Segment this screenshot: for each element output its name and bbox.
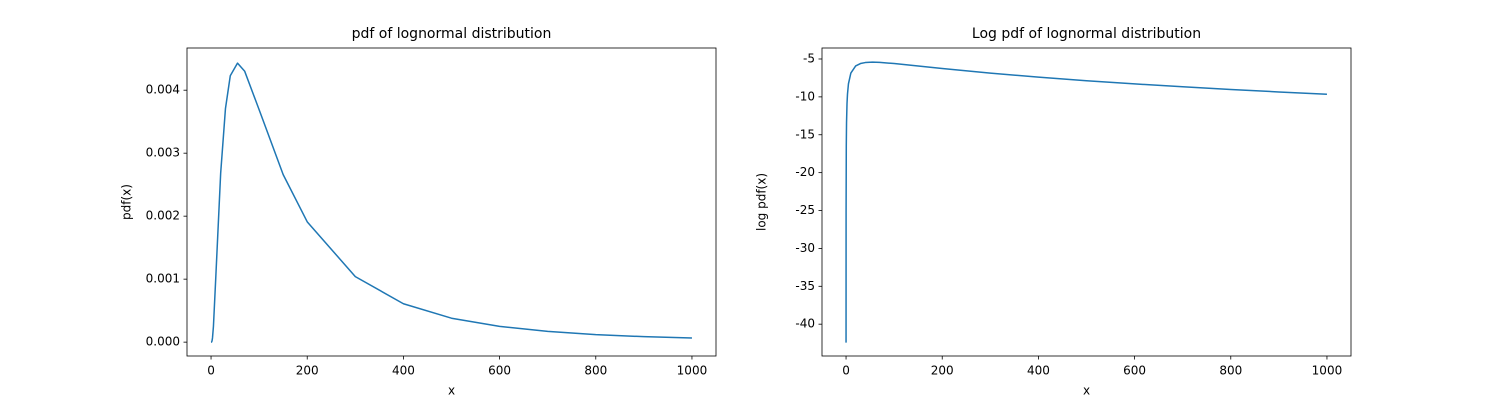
- chart-title: Log pdf of lognormal distribution: [972, 26, 1201, 42]
- x-tick-label: 800: [1219, 364, 1242, 378]
- y-axis-label: pdf(x): [120, 184, 134, 220]
- y-tick-label: 0.000: [146, 335, 180, 349]
- x-axis-label: x: [448, 384, 455, 398]
- chart-title: pdf of lognormal distribution: [352, 26, 552, 42]
- x-tick-label: 600: [488, 364, 511, 378]
- x-tick-label: 400: [1027, 364, 1050, 378]
- y-tick-label: -25: [795, 203, 815, 217]
- x-tick-label: 1000: [1312, 364, 1343, 378]
- y-tick-label: 0.003: [146, 146, 180, 160]
- x-tick-label: 200: [931, 364, 954, 378]
- x-tick-label: 600: [1123, 364, 1146, 378]
- axes-frame: [821, 47, 1352, 357]
- x-tick-label: 0: [207, 364, 215, 378]
- x-tick-label: 0: [842, 364, 850, 378]
- y-tick-label: 0.001: [146, 272, 180, 286]
- y-tick-label: -35: [795, 279, 815, 293]
- x-axis-label: x: [1083, 384, 1090, 398]
- y-tick-label: -10: [795, 89, 815, 103]
- x-tick-label: 800: [584, 364, 607, 378]
- y-tick-label: -15: [795, 127, 815, 141]
- y-tick-label: -30: [795, 241, 815, 255]
- y-tick-label: -5: [803, 51, 815, 65]
- x-tick-label: 400: [392, 364, 415, 378]
- axes-frame: [186, 47, 717, 357]
- y-tick-label: 0.002: [146, 209, 180, 223]
- subplot: pdf of lognormal distribution x pdf(x) 0 200…: [120, 26, 717, 398]
- x-tick-label: 1000: [677, 364, 708, 378]
- subplot: Log pdf of lognormal distribution x log pd…: [755, 26, 1352, 398]
- y-tick-label: 0.004: [146, 83, 180, 97]
- data-line: [210, 62, 692, 343]
- y-axis-label: log pdf(x): [755, 173, 769, 231]
- y-tick-label: -40: [795, 317, 815, 331]
- y-tick-label: -20: [795, 165, 815, 179]
- data-line: [845, 61, 1327, 343]
- x-tick-label: 200: [296, 364, 319, 378]
